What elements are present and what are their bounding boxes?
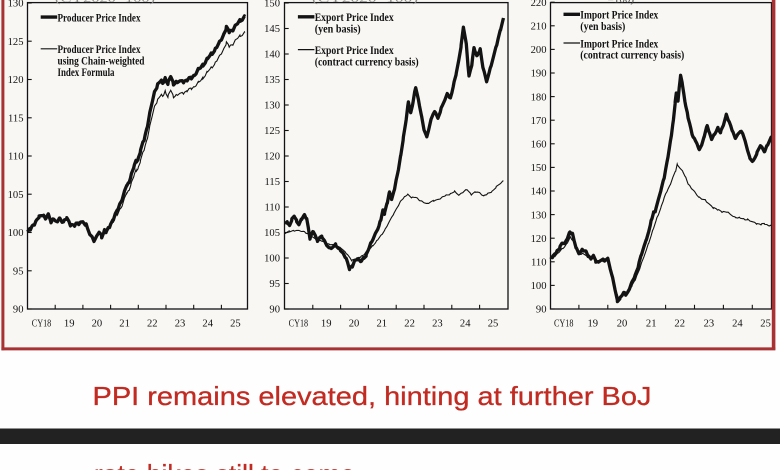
svg-text:25: 25 <box>488 319 499 330</box>
svg-text:135: 135 <box>264 75 280 86</box>
svg-text:(contract currency basis): (contract currency basis) <box>580 50 684 62</box>
svg-text:21: 21 <box>119 319 130 330</box>
svg-text:(yen basis): (yen basis) <box>580 21 625 33</box>
svg-text:25: 25 <box>760 319 771 330</box>
svg-text:25: 25 <box>230 319 241 330</box>
svg-text:19: 19 <box>588 319 599 330</box>
svg-text:95: 95 <box>13 266 24 277</box>
svg-text:145: 145 <box>264 24 280 35</box>
svg-text:190: 190 <box>531 69 547 80</box>
svg-text:20: 20 <box>349 319 360 330</box>
svg-text:22: 22 <box>674 319 685 330</box>
svg-text:90: 90 <box>269 305 280 316</box>
svg-text:19: 19 <box>321 319 332 330</box>
svg-text:24: 24 <box>460 319 471 330</box>
svg-text:140: 140 <box>531 187 547 198</box>
svg-text:Import Price Index: Import Price Index <box>580 38 658 50</box>
svg-text:23: 23 <box>175 319 186 330</box>
svg-text:125: 125 <box>264 126 280 137</box>
svg-text:rate hikes still to come: rate hikes still to come <box>94 459 355 470</box>
svg-text:90: 90 <box>536 305 547 316</box>
svg-text:(yen basis): (yen basis) <box>315 24 361 36</box>
svg-text:22: 22 <box>147 319 158 330</box>
svg-text:23: 23 <box>704 319 715 330</box>
svg-text:110: 110 <box>265 203 281 214</box>
svg-text:110: 110 <box>531 258 547 269</box>
svg-text:21: 21 <box>377 319 388 330</box>
svg-text:(contract currency basis): (contract currency basis) <box>315 56 419 68</box>
svg-text:95: 95 <box>269 279 280 290</box>
svg-text:24: 24 <box>202 319 213 330</box>
svg-text:20: 20 <box>92 319 103 330</box>
svg-text:110: 110 <box>8 152 24 163</box>
svg-text:170: 170 <box>531 116 547 127</box>
svg-text:210: 210 <box>531 22 547 33</box>
svg-text:130: 130 <box>264 101 280 112</box>
svg-text:130: 130 <box>8 0 24 10</box>
svg-text:100: 100 <box>264 254 280 265</box>
svg-text:using Chain-weighted: using Chain-weighted <box>58 56 145 68</box>
svg-text:21: 21 <box>646 319 657 330</box>
svg-text:CY18: CY18 <box>554 319 574 330</box>
svg-text:125: 125 <box>8 37 24 48</box>
svg-text:120: 120 <box>264 152 280 163</box>
svg-text:120: 120 <box>531 234 547 245</box>
svg-text:100: 100 <box>8 228 24 239</box>
svg-text:130: 130 <box>531 210 547 221</box>
svg-text:(CY2020=100): (CY2020=100) <box>312 0 419 5</box>
svg-text:23: 23 <box>432 319 443 330</box>
svg-text:Index Formula: Index Formula <box>58 67 115 79</box>
svg-text:100: 100 <box>531 281 547 292</box>
svg-text:CY18: CY18 <box>32 319 52 330</box>
svg-text:CY18: CY18 <box>289 319 309 330</box>
svg-text:90: 90 <box>13 305 24 316</box>
svg-text:105: 105 <box>264 228 280 239</box>
svg-text:Producer Price Index: Producer Price Index <box>58 13 141 25</box>
svg-text:Producer Price Index: Producer Price Index <box>58 44 141 56</box>
svg-text:Import Price Index: Import Price Index <box>580 10 658 22</box>
svg-text:115: 115 <box>265 177 281 188</box>
svg-text:=100): =100) <box>608 0 635 6</box>
svg-text:PPI remains elevated, hinting: PPI remains elevated, hinting at further… <box>93 381 652 411</box>
svg-text:Export Price Index: Export Price Index <box>315 45 394 57</box>
svg-text:180: 180 <box>531 92 547 103</box>
svg-text:150: 150 <box>264 0 280 10</box>
svg-text:20: 20 <box>617 319 628 330</box>
svg-text:150: 150 <box>531 163 547 174</box>
svg-text:(CY2020=100): (CY2020=100) <box>55 0 155 5</box>
svg-text:105: 105 <box>8 190 24 201</box>
svg-text:140: 140 <box>264 50 280 61</box>
svg-text:160: 160 <box>531 140 547 151</box>
svg-text:22: 22 <box>404 319 415 330</box>
svg-text:200: 200 <box>531 45 547 56</box>
svg-text:220: 220 <box>531 0 547 9</box>
svg-text:Export Price Index: Export Price Index <box>315 12 394 24</box>
svg-text:120: 120 <box>8 75 24 86</box>
svg-text:19: 19 <box>64 319 75 330</box>
svg-text:115: 115 <box>8 114 24 125</box>
svg-text:24: 24 <box>732 319 743 330</box>
